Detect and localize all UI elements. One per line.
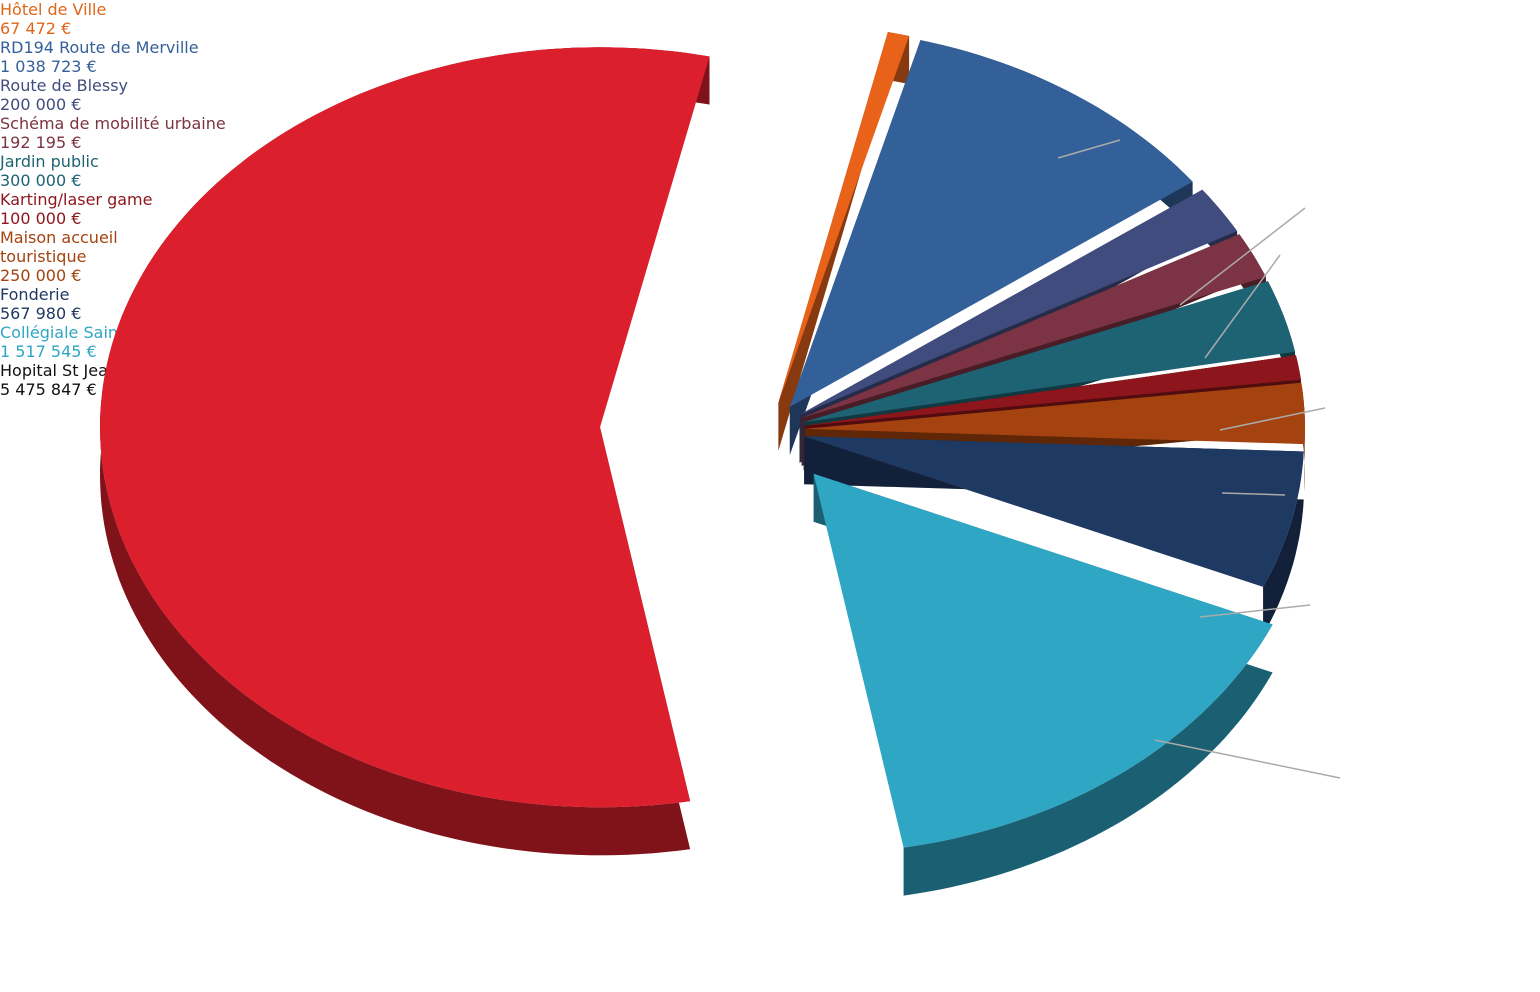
data-label: Hôtel de Ville 67 472 € xyxy=(0,0,260,38)
data-label: Schéma de mobilité urbaine 192 195 € xyxy=(0,114,270,152)
slice-side-shade xyxy=(778,32,910,451)
slice xyxy=(100,47,710,808)
label-value: 192 195 € xyxy=(0,133,82,152)
label-name: Fonderie xyxy=(0,285,70,304)
label-name: Route de Blessy xyxy=(0,76,129,95)
label-name: Schéma de mobilité urbaine xyxy=(0,114,226,133)
leader-line xyxy=(1219,407,1326,431)
leader-line xyxy=(1179,207,1306,306)
leader-line xyxy=(1154,739,1341,779)
data-label: RD194 Route de Merville 1 038 723 € xyxy=(0,38,240,76)
label-value: 1 517 545 € xyxy=(0,342,97,361)
slice xyxy=(799,189,1238,415)
label-value: 1 038 723 € xyxy=(0,57,97,76)
slice xyxy=(778,32,910,403)
data-label: Jardin public 300 000 € xyxy=(0,152,240,190)
leader-line xyxy=(1204,254,1281,359)
slice xyxy=(803,281,1295,423)
label-value: 67 472 € xyxy=(0,19,72,38)
slice xyxy=(804,436,1304,587)
data-label: Karting/laser game 100 000 € xyxy=(0,190,260,228)
data-label: Fonderie 567 980 € xyxy=(0,285,200,323)
slice-side-shade xyxy=(813,473,1273,896)
label-name: RD194 Route de Merville xyxy=(0,38,199,57)
data-label: Route de Blessy 200 000 € xyxy=(0,76,260,114)
slice xyxy=(801,234,1266,418)
label-value: 5 475 847 € xyxy=(0,380,97,399)
label-value: 567 980 € xyxy=(0,304,82,323)
label-name: Maison accueil touristique xyxy=(0,228,118,266)
slice xyxy=(813,473,1273,848)
slice xyxy=(789,40,1193,407)
label-value: 100 000 € xyxy=(0,209,82,228)
leader-line xyxy=(1221,492,1286,496)
label-value: 250 000 € xyxy=(0,266,82,285)
leader-line xyxy=(1057,139,1121,159)
slice-side xyxy=(778,32,910,451)
slice-side xyxy=(813,473,1273,896)
label-value: 300 000 € xyxy=(0,171,82,190)
leader-line xyxy=(1199,604,1311,618)
data-label: Maison accueil touristique 250 000 € xyxy=(0,228,200,285)
label-value: 200 000 € xyxy=(0,95,82,114)
slice xyxy=(804,355,1301,426)
label-name: Hôtel de Ville xyxy=(0,0,107,19)
label-name: Jardin public xyxy=(0,152,99,171)
label-name: Karting/laser game xyxy=(0,190,153,209)
slice xyxy=(805,382,1305,445)
